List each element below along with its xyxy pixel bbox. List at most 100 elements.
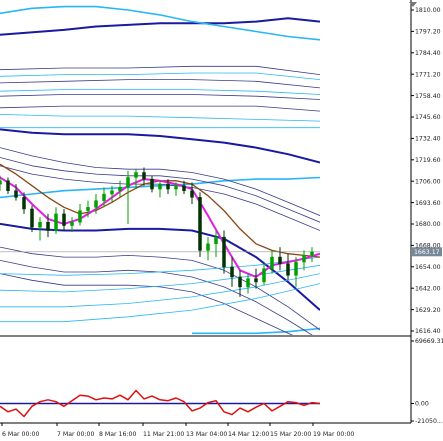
time-tick-label: 7 Mar 00:00 — [57, 431, 94, 438]
candlesticks — [0, 167, 314, 297]
candle-body-1 — [6, 180, 10, 191]
current-price-label: 1663.17 — [414, 249, 440, 256]
price-tick-label: 1668.00 — [415, 243, 441, 250]
candle-body-33 — [262, 268, 266, 283]
candle-body-32 — [254, 278, 258, 283]
candle-body-39 — [310, 251, 314, 256]
price-tick-label: 1706.00 — [415, 178, 441, 185]
time-tick-label: 8 Mar 16:00 — [99, 431, 136, 438]
time-tick-label: 15 Mar 20:00 — [270, 431, 311, 438]
indicator-line-19 — [0, 273, 294, 335]
price-tick-label: 1693.60 — [415, 200, 441, 207]
candle-body-31 — [246, 278, 250, 288]
time-tick-label: 14 Mar 12:00 — [228, 431, 269, 438]
candle-body-36 — [286, 263, 290, 276]
indicator-line-21 — [0, 264, 320, 293]
indicator-line-1 — [0, 5, 320, 41]
candle-body-28 — [222, 236, 226, 268]
current-price-marker: 1663.17 — [412, 247, 442, 257]
indicator-line-8 — [0, 94, 320, 100]
indicator-line-22 — [0, 273, 320, 308]
price-axis-labels: 1810.00 1797.20 1784.40 1771.20 1758.40 1745.… — [411, 7, 441, 335]
candle-body-37 — [294, 261, 298, 276]
indicator-line-14 — [0, 147, 320, 216]
candle-body-16 — [126, 177, 130, 188]
candle-body-5 — [38, 221, 42, 228]
price-tick-label: 1784.40 — [415, 50, 441, 57]
candle-body-18 — [142, 172, 146, 180]
indicator-line-17 — [0, 246, 320, 331]
candle-body-8 — [62, 213, 66, 226]
candle-body-13 — [102, 193, 106, 201]
oscillator-lines — [0, 389, 320, 418]
indicator-line-7 — [0, 79, 320, 89]
indicator-line-12 — [0, 114, 320, 122]
indicator-line-6 — [0, 65, 320, 75]
candle-body-35 — [278, 256, 282, 264]
price-tick-label: 1642.00 — [415, 285, 441, 292]
price-tick-label: 1797.20 — [415, 29, 441, 36]
candle-body-10 — [78, 210, 82, 223]
current-price-box — [412, 247, 442, 257]
candle-body-21 — [166, 183, 170, 190]
time-tick-label: 6 Mar 00:00 — [2, 431, 39, 438]
oscillator-panel — [0, 389, 320, 418]
candle-body-25 — [198, 197, 202, 251]
candle-body-15 — [118, 187, 122, 191]
candle-body-3 — [22, 197, 26, 210]
indicator-line-9 — [0, 105, 320, 112]
indicator-line-5 — [192, 327, 320, 335]
oscillator-axis-labels: 69669.31 0.00 -21050... — [411, 338, 443, 425]
price-tick-label: 1771.20 — [415, 71, 441, 78]
price-tick-label: 1719.60 — [415, 157, 441, 164]
scroll-arrow-icon[interactable] — [409, 2, 417, 7]
price-tick-label: 1810.00 — [415, 7, 441, 14]
candle-body-7 — [54, 213, 58, 231]
oscillator-tick-label: -21050... — [415, 418, 443, 425]
oscillator-tick-label: 0.00 — [415, 401, 429, 408]
candle-body-11 — [86, 207, 90, 211]
time-axis-labels: 6 Mar 00:00 7 Mar 00:00 8 Mar 16:00 11 Mar … — [1, 423, 354, 438]
price-tick-label: 1654.00 — [415, 264, 441, 271]
candle-body-20 — [158, 183, 162, 190]
time-tick-label: 19 Mar 00:00 — [313, 431, 354, 438]
price-tick-label: 1616.40 — [415, 328, 441, 335]
price-tick-label: 1629.20 — [415, 307, 441, 314]
candle-body-24 — [190, 190, 194, 198]
time-tick-label: 11 Mar 21:00 — [143, 431, 184, 438]
price-tick-label: 1745.60 — [415, 114, 441, 121]
indicator-line-15 — [0, 157, 320, 223]
candle-body-38 — [302, 255, 306, 263]
indicator-lines — [0, 5, 320, 335]
time-tick-label: 13 Mar 04:00 — [186, 431, 227, 438]
candle-body-29 — [230, 266, 234, 278]
indicator-line-2 — [0, 128, 320, 164]
candle-body-27 — [214, 236, 218, 245]
candle-body-2 — [14, 190, 18, 198]
indicator-line-4 — [0, 222, 320, 311]
indicator-line-10 — [0, 72, 320, 80]
candle-body-4 — [30, 208, 34, 228]
candle-body-30 — [238, 276, 242, 288]
price-tick-label: 1680.00 — [415, 221, 441, 228]
indicator-line-0 — [0, 17, 320, 36]
candle-body-22 — [174, 185, 178, 190]
candle-body-26 — [206, 243, 210, 251]
candle-body-34 — [270, 256, 274, 269]
candle-body-17 — [134, 172, 138, 178]
price-tick-label: 1732.40 — [415, 136, 441, 143]
candle-body-14 — [110, 190, 114, 195]
candle-body-19 — [150, 178, 154, 190]
price-tick-label: 1758.40 — [415, 93, 441, 100]
indicator-line-23 — [0, 283, 320, 323]
candle-body-12 — [94, 200, 98, 208]
candle-body-9 — [70, 221, 74, 226]
indicator-line-20 — [0, 256, 320, 276]
candle-body-0 — [0, 180, 2, 185]
candle-body-6 — [46, 221, 50, 231]
oscillator-tick-label: 69669.31 — [415, 338, 443, 345]
axes — [0, 0, 412, 424]
oscillator-line — [0, 389, 320, 418]
price-panel — [0, 5, 320, 335]
